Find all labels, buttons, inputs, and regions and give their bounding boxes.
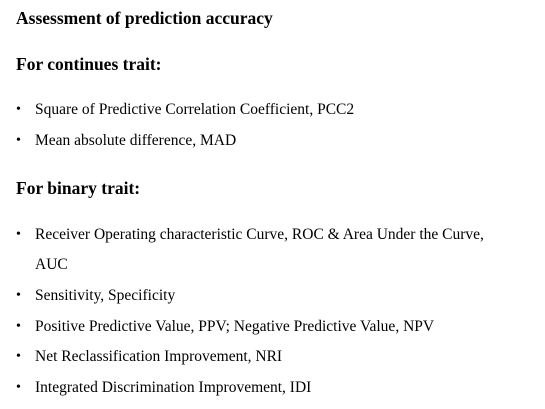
bullet-icon: •: [16, 319, 21, 334]
list-item-text: Net Reclassification Improvement, NRI: [35, 348, 283, 365]
list-item-text: Square of Predictive Correlation Coeffic…: [35, 101, 355, 118]
list-item-text-continued: AUC: [35, 256, 68, 273]
bullet-icon: •: [16, 133, 21, 148]
bullet-icon: •: [16, 380, 21, 395]
list-item-text: Receiver Operating characteristic Curve,…: [35, 226, 484, 243]
bullet-icon: •: [16, 102, 21, 117]
list-item-text: Integrated Discrimination Improvement, I…: [35, 379, 312, 396]
list-item-text: Sensitivity, Specificity: [35, 287, 176, 304]
list-item-text: Mean absolute difference, MAD: [35, 132, 237, 149]
bullet-icon: •: [16, 349, 21, 364]
list-item-text: Positive Predictive Value, PPV; Negative…: [35, 318, 435, 335]
page-title: Assessment of prediction accuracy: [16, 8, 273, 28]
continuous-trait-heading: For continues trait:: [16, 54, 162, 74]
bullet-icon: •: [16, 227, 21, 242]
bullet-icon: •: [16, 288, 21, 303]
binary-trait-heading: For binary trait:: [16, 178, 141, 198]
